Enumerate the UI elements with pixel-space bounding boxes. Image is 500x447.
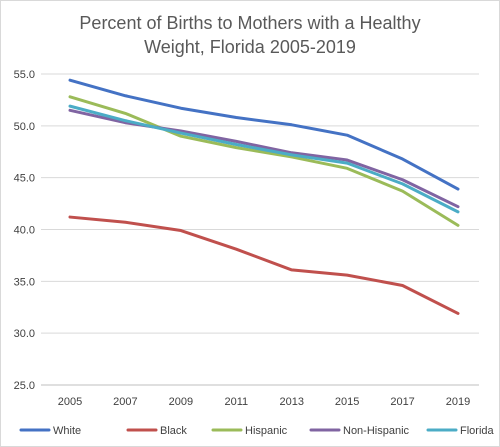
y-tick-label: 55.0 (14, 69, 35, 81)
x-axis-tick-labels: 2005 2007 2009 2011 2013 2015 2017 2019 (58, 396, 470, 408)
x-tick-label: 2017 (390, 396, 414, 408)
gridlines (41, 73, 479, 334)
x-tick-label: 2015 (335, 396, 359, 408)
legend: White Black Hispanic Non-Hispanic Florida (19, 425, 495, 437)
legend-label-black: Black (160, 425, 187, 437)
series-lines (68, 78, 460, 315)
x-tick-label: 2009 (169, 396, 193, 408)
legend-item-black: Black (126, 425, 187, 437)
x-tick-label: 2007 (113, 396, 137, 408)
legend-label-non-hispanic: Non-Hispanic (343, 425, 410, 437)
legend-item-non-hispanic: Non-Hispanic (309, 425, 410, 437)
x-tick-label: 2011 (224, 396, 248, 408)
legend-item-white: White (19, 425, 81, 437)
y-axis-tick-labels: 25.0 30.0 35.0 40.0 45.0 50.0 55.0 (14, 69, 35, 392)
series-line-florida (68, 104, 460, 214)
series-line-white (68, 78, 460, 191)
x-tick-label: 2019 (446, 396, 470, 408)
legend-item-hispanic: Hispanic (211, 425, 288, 437)
y-tick-label: 35.0 (14, 276, 35, 288)
chart-title-line-2: Weight, Florida 2005-2019 (144, 37, 356, 57)
x-tick-label: 2005 (58, 396, 82, 408)
legend-label-florida: Florida (460, 425, 495, 437)
y-tick-label: 45.0 (14, 173, 35, 185)
legend-label-white: White (53, 425, 81, 437)
series-line-hispanic (68, 95, 460, 227)
chart-title: Percent of Births to Mothers with a Heal… (79, 13, 420, 57)
series-line-black (68, 215, 460, 315)
chart-title-line-1: Percent of Births to Mothers with a Heal… (79, 13, 420, 33)
legend-label-hispanic: Hispanic (245, 425, 288, 437)
y-tick-label: 25.0 (14, 380, 35, 392)
legend-item-florida: Florida (426, 425, 495, 437)
y-tick-label: 30.0 (14, 328, 35, 340)
y-tick-label: 40.0 (14, 225, 35, 237)
x-tick-label: 2013 (279, 396, 303, 408)
y-tick-label: 50.0 (14, 121, 35, 133)
